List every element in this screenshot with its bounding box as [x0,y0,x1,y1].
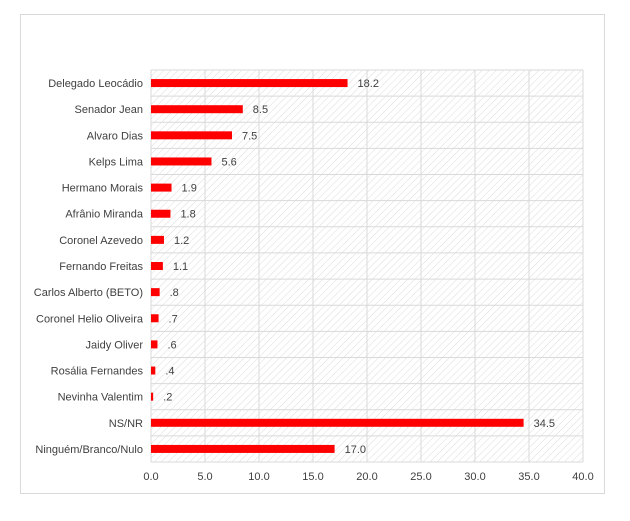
x-tick-label: 5.0 [197,471,212,483]
data-label: .2 [163,392,172,404]
x-tick-label: 15.0 [302,471,323,483]
bars [151,79,524,453]
category-label: Afrânio Miranda [65,209,144,221]
data-labels: 18.2 8.5 7.5 5.6 1.9 1.8 1.2 1.1 .8 .7 .6 .4 .2 34.5 1… [163,78,555,456]
bar [151,366,156,375]
data-label: 18.2 [358,78,379,90]
category-label: Jaidy Oliver [86,339,144,351]
bar [151,157,212,166]
bar [151,79,348,88]
category-label: Nevinha Valentim [58,392,143,404]
data-label: .4 [165,366,174,378]
category-labels: Delegado Leocádio Senador Jean Alvaro Dias… [34,78,144,456]
data-label: .8 [170,287,179,299]
category-label: Rosália Fernandes [51,366,144,378]
x-tick-label: 0.0 [143,471,158,483]
data-label: .6 [167,339,176,351]
category-label: Alvaro Dias [87,130,144,142]
category-label: Ninguém/Branco/Nulo [35,444,143,456]
bar [151,262,163,270]
x-tick-label: 30.0 [464,471,485,483]
bar [151,418,524,427]
bar [151,105,243,114]
gridlines [150,69,584,463]
x-axis-ticks: 0.0 5.0 10.0 15.0 20.0 25.0 30.0 35.0 40.0 [143,471,593,483]
x-tick-label: 20.0 [356,471,377,483]
x-tick-label: 35.0 [518,471,539,483]
category-label: Senador Jean [75,104,144,116]
data-label: 34.5 [534,418,555,430]
bar [151,314,159,323]
data-label: 1.1 [173,261,188,273]
category-label: Coronel Azevedo [59,235,143,247]
bar-chart: Delegado Leocádio Senador Jean Alvaro Dias… [34,69,594,483]
x-tick-label: 40.0 [572,471,593,483]
data-label: .7 [169,313,178,325]
category-label: Fernando Freitas [59,261,143,273]
bar [151,288,160,297]
category-label: Delegado Leocádio [48,78,143,90]
category-label: Carlos Alberto (BETO) [34,287,143,299]
x-tick-label: 10.0 [248,471,269,483]
category-label: Hermano Morais [62,183,144,195]
data-label: 1.2 [174,235,189,247]
category-label: NS/NR [109,418,143,430]
bar [151,235,164,244]
bar [151,209,171,218]
category-label: Kelps Lima [89,156,144,168]
category-label: Coronel Helio Oliveira [36,313,144,325]
bar [151,131,232,140]
data-label: 17.0 [345,444,366,456]
bar [151,340,158,349]
chart-container: Delegado Leocádio Senador Jean Alvaro Dias… [20,14,605,494]
data-label: 5.6 [221,156,236,168]
bar [151,392,154,401]
x-tick-label: 25.0 [410,471,431,483]
bar [151,183,172,192]
data-label: 7.5 [242,130,257,142]
bar [151,444,335,453]
data-label: 1.8 [180,209,195,221]
data-label: 8.5 [253,104,268,116]
data-label: 1.9 [182,183,197,195]
